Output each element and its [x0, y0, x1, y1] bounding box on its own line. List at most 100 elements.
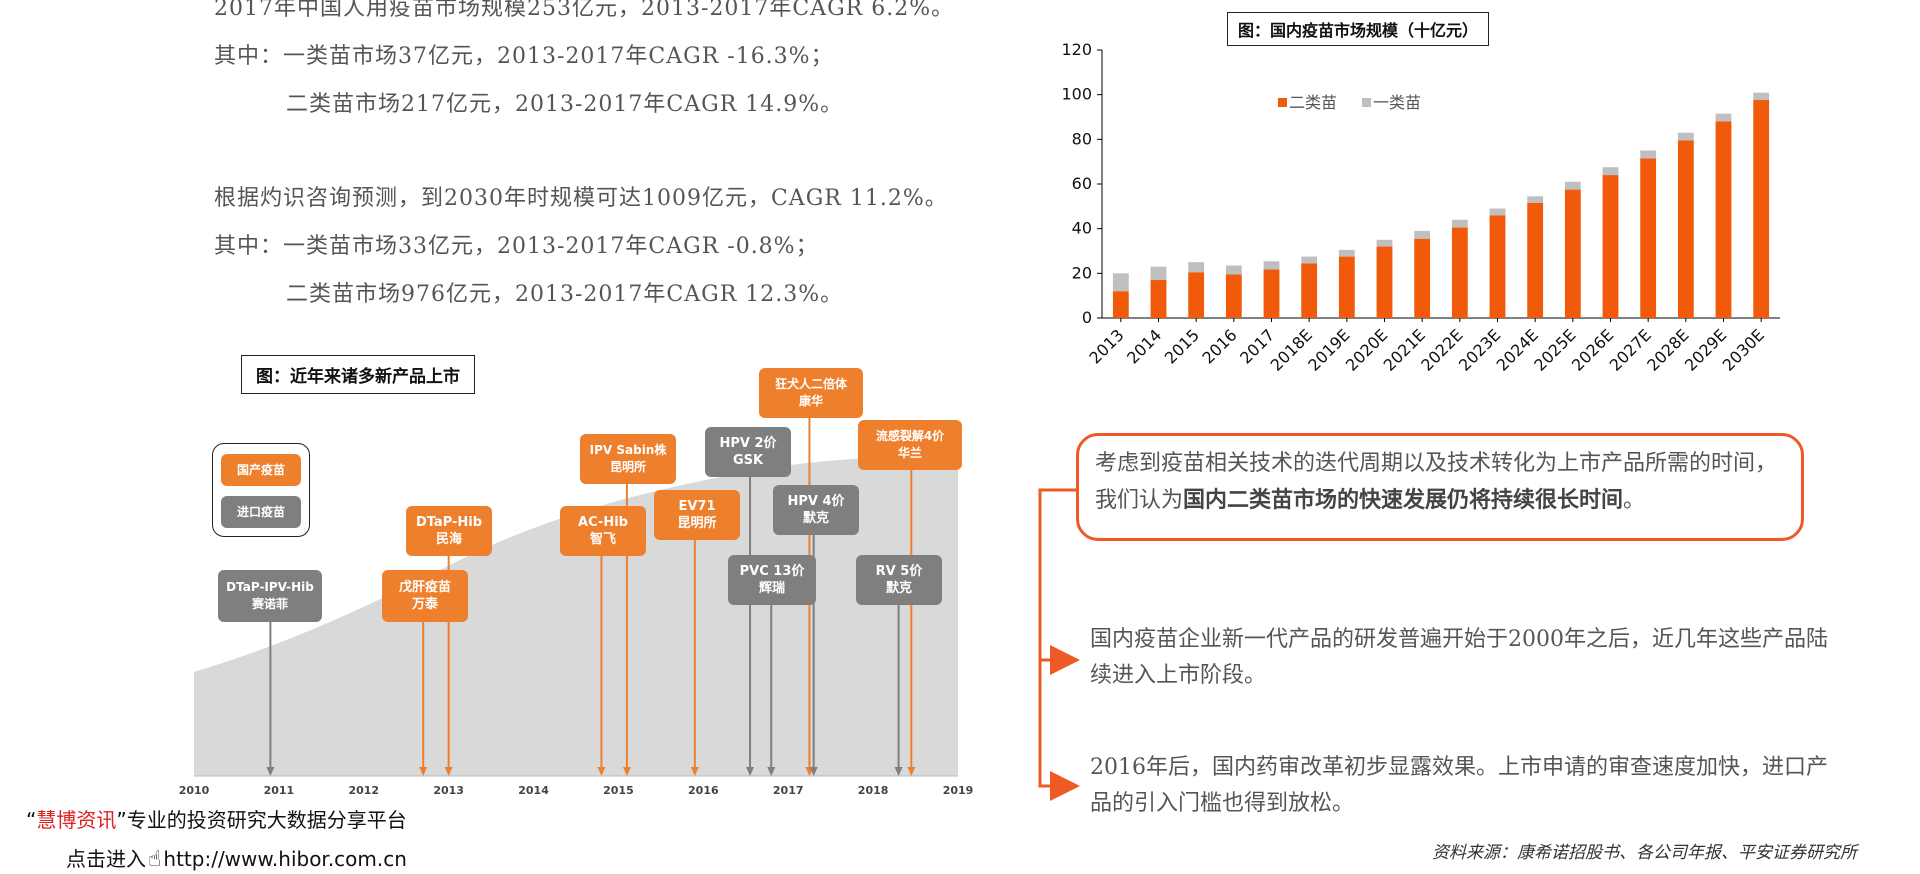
timeline-year-label: 2015: [603, 784, 634, 797]
y-tick-label: 80: [1072, 129, 1092, 148]
reform-paragraph: 2016年后，国内药审改革初步显露效果。上市申请的审查速度加快，进口产品的引入门…: [1090, 755, 1828, 816]
product-box: PVC 13价 辉瑞: [728, 555, 816, 605]
y-tick-label: 40: [1072, 219, 1092, 238]
product-box: EV71 昆明所: [654, 490, 740, 540]
bar-segment-class1: [1112, 273, 1129, 292]
bar-segment-class1: [1376, 239, 1393, 247]
bar-segment-class1: [1564, 181, 1581, 190]
product-arrowhead: [746, 767, 755, 776]
rd-paragraph: 国内疫苗企业新一代产品的研发普遍开始于2000年之后，近几年这些产品陆续进入上市…: [1090, 627, 1828, 688]
bar-segment-class1: [1338, 249, 1355, 257]
timeline-year-label: 2012: [348, 784, 379, 797]
bar-segment-class2: [1188, 272, 1205, 318]
callout-text-part1: 考虑到疫苗相关技术的迭代周期以及技术转化为上市产品所需的时间，我们认为: [1095, 451, 1778, 513]
bar-segment-class1: [1640, 150, 1657, 159]
product-arrowhead: [419, 767, 428, 776]
bar-chart-title: 图：国内疫苗市场规模（十亿元）: [1227, 12, 1490, 46]
timeline-legend: 国产疫苗 进口疫苗: [212, 443, 310, 537]
conclusion-callout: 考虑到疫苗相关技术的迭代周期以及技术转化为上市产品所需的时间，我们认为国内二类苗…: [1076, 433, 1804, 541]
growth-area: [194, 450, 958, 776]
text-line-class1-2017: 其中：一类苗市场37亿元，2013-2017年CAGR -16.3%；: [214, 44, 834, 69]
callout-highlight: 国内二类苗市场的快速发展仍将持续很长时间: [1183, 487, 1624, 513]
bar-segment-class2: [1489, 215, 1506, 318]
timeline-year-label: 2010: [179, 784, 210, 797]
legend-imported: 进口疫苗: [221, 496, 301, 528]
legend-swatch: [1362, 98, 1371, 107]
footer-slogan: “慧博资讯”专业的投资研究大数据分享平台: [26, 804, 407, 833]
product-arrowhead: [597, 767, 606, 776]
vaccine-market-bar-chart: 020406080100120201320142015201620172018E…: [1061, 40, 1780, 375]
text-line-market-2017: 2017年中国人用疫苗市场规模253亿元，2013-2017年CAGR 6.2%…: [214, 0, 955, 21]
product-arrowhead: [907, 767, 916, 776]
bar-segment-class2: [1640, 158, 1657, 318]
footer-link[interactable]: 点击进入☝ http://www.hibor.com.cn: [66, 843, 407, 872]
y-tick-label: 60: [1072, 174, 1092, 193]
bar-segment-class2: [1263, 269, 1280, 318]
bar-segment-class1: [1489, 208, 1506, 216]
bar-segment-class1: [1527, 196, 1544, 203]
product-box: 狂犬人二倍体 康华: [759, 368, 863, 418]
bar-segment-class2: [1376, 246, 1393, 318]
timeline-year-label: 2014: [518, 784, 549, 797]
timeline-year-label: 2017: [773, 784, 804, 797]
text-line-forecast-2030: 根据灼识咨询预测，到2030年时规模可达1009亿元，CAGR 11.2%。: [214, 186, 948, 211]
product-arrowhead: [690, 767, 699, 776]
bar-segment-class1: [1301, 256, 1318, 264]
bar-segment-class2: [1753, 100, 1770, 318]
callout-text-end: 。: [1623, 488, 1646, 513]
timeline-year-label: 2016: [688, 784, 719, 797]
bar-segment-class1: [1451, 219, 1468, 228]
legend-label: 一类苗: [1373, 93, 1421, 112]
y-tick-label: 0: [1082, 308, 1092, 327]
bar-segment-class1: [1602, 167, 1619, 176]
product-box: HPV 4价 默克: [773, 485, 859, 535]
bar-segment-class1: [1753, 92, 1770, 101]
product-arrowhead: [444, 767, 453, 776]
hand-pointer-icon: ☝: [148, 847, 162, 872]
quote-open: “: [26, 808, 37, 832]
product-box: DTaP-Hib 民海: [406, 506, 492, 556]
product-arrowhead: [894, 767, 903, 776]
bar-segment-class2: [1150, 280, 1167, 318]
product-arrowhead: [767, 767, 776, 776]
bar-segment-class2: [1414, 238, 1431, 318]
timeline-chart: 2010 2011 2012 2013 2014 2015 2016 2017 2018 2019: [179, 418, 974, 797]
timeline-title: 图：近年来诸多新产品上市: [241, 355, 475, 394]
bar-segment-class1: [1677, 132, 1694, 141]
source-note: 资料来源：康希诺招股书、各公司年报、平安证券研究所: [1432, 843, 1857, 863]
bar-segment-class2: [1338, 256, 1355, 318]
product-box: RV 5价 默克: [856, 555, 942, 605]
timeline-year-label: 2011: [264, 784, 295, 797]
product-arrowhead: [622, 767, 631, 776]
text-line-class1-2030: 其中：一类苗市场33亿元，2013-2017年CAGR -0.8%；: [214, 234, 819, 259]
y-tick-label: 100: [1061, 85, 1092, 104]
timeline-year-label: 2019: [943, 784, 974, 797]
site-url[interactable]: http://www.hibor.com.cn: [163, 847, 407, 871]
brand-name: 慧博资讯: [36, 808, 117, 832]
bar-segment-class2: [1564, 189, 1581, 318]
quote-close: ”: [116, 808, 127, 832]
bar-segment-class2: [1451, 227, 1468, 318]
bar-segment-class1: [1715, 113, 1732, 122]
product-box: HPV 2价 GSK: [705, 427, 791, 477]
callout-text: 考虑到疫苗相关技术的迭代周期以及技术转化为上市产品所需的时间，我们认为国内二类苗…: [1095, 446, 1785, 519]
product-box: 流感裂解4价 华兰: [858, 420, 962, 470]
text-line-class2-2017: 二类苗市场217亿元，2013-2017年CAGR 14.9%。: [286, 92, 844, 117]
timeline-year-label: 2013: [433, 784, 464, 797]
bar-segment-class1: [1225, 265, 1242, 275]
slogan-text: 专业的投资研究大数据分享平台: [126, 808, 407, 832]
text-line-class2-2030: 二类苗市场976亿元，2013-2017年CAGR 12.3%。: [286, 282, 844, 307]
bar-segment-class1: [1150, 266, 1167, 281]
legend-domestic: 国产疫苗: [221, 454, 301, 486]
y-tick-label: 120: [1061, 40, 1092, 59]
product-box: DTaP-IPV-Hib 赛诺菲: [218, 570, 322, 622]
bar-segment-class2: [1301, 263, 1318, 318]
legend-swatch: [1278, 98, 1287, 107]
enter-label: 点击进入: [66, 847, 146, 871]
bar-segment-class2: [1225, 274, 1242, 318]
bar-segment-class2: [1715, 121, 1732, 318]
bar-segment-class2: [1602, 175, 1619, 318]
bar-segment-class1: [1414, 230, 1431, 239]
product-arrowhead: [266, 767, 275, 776]
